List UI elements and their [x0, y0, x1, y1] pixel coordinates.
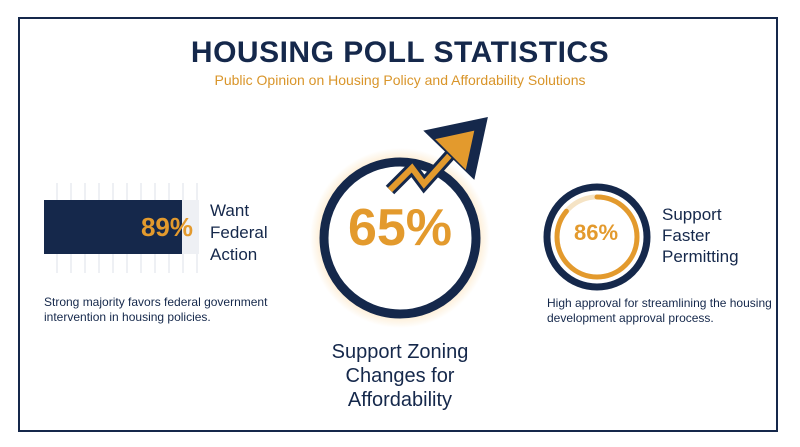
label-line: Federal	[210, 223, 268, 242]
label-line: Affordability	[347, 389, 453, 411]
permitting-ring	[543, 183, 651, 291]
federal-action-value: 89%	[140, 212, 193, 242]
federal-action-bar: 89%	[44, 183, 204, 273]
label-line: Faster	[662, 226, 711, 245]
ring-outline	[319, 157, 481, 319]
zoning-value: 65%	[347, 199, 453, 257]
bar-track: 89%	[44, 200, 199, 254]
label-line: Action	[210, 245, 258, 264]
label-line: Support	[662, 205, 722, 224]
zoning-label: Support Zoning Changes for Affordability	[280, 340, 520, 412]
label-line: Permitting	[662, 247, 739, 266]
label-line: Support Zoning	[331, 341, 469, 363]
ring-outline	[543, 183, 651, 291]
zoning-ring	[310, 117, 490, 328]
federal-action-label: Want Federal Action	[210, 200, 268, 266]
permitting-value: 86%	[573, 220, 619, 245]
permitting-label: Support Faster Permitting	[662, 204, 739, 267]
page-title: HOUSING POLL STATISTICS	[190, 36, 610, 69]
infographic-frame	[18, 17, 778, 432]
label-line: Changes for	[345, 365, 455, 387]
permitting-description: High approval for streamlining the housi…	[547, 296, 772, 325]
progress-arc	[554, 194, 640, 280]
federal-action-description: Strong majority favors federal governmen…	[44, 295, 268, 324]
trend-up-arrow-icon	[385, 117, 488, 195]
label-line: Want	[210, 201, 250, 220]
bar-fill	[44, 200, 182, 254]
page-subtitle: Public Opinion on Housing Policy and Aff…	[214, 72, 586, 88]
